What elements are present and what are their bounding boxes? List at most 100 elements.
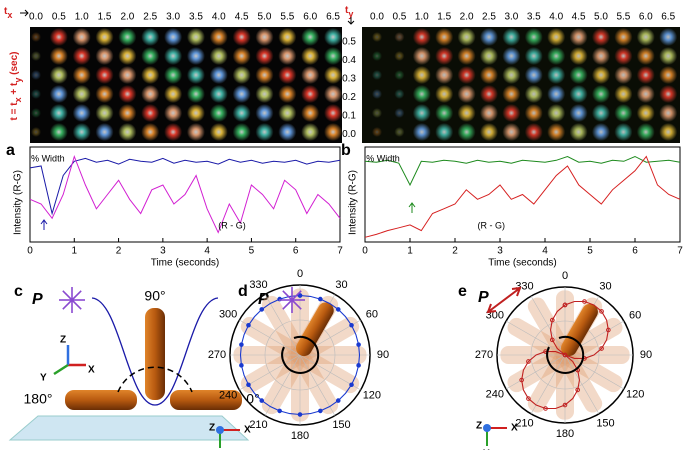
blob xyxy=(72,47,91,65)
polar-spoke xyxy=(299,354,336,416)
series-label: (R - G) xyxy=(478,220,506,230)
blob xyxy=(372,51,382,61)
blob xyxy=(524,28,543,46)
blob xyxy=(278,85,297,103)
pol-arrow xyxy=(71,290,82,301)
polar-point xyxy=(239,342,244,347)
series-line xyxy=(29,154,341,234)
blob xyxy=(372,127,382,137)
blob xyxy=(186,85,205,103)
rod xyxy=(145,308,165,400)
plot-frame xyxy=(29,146,341,243)
x-tick-label: 6 xyxy=(293,246,299,257)
blob xyxy=(412,85,431,103)
y-tick-label: 0.2 xyxy=(342,92,356,103)
polar-point xyxy=(349,322,354,328)
blob xyxy=(164,85,183,103)
blob xyxy=(324,123,343,141)
blob xyxy=(49,47,68,65)
blob xyxy=(457,28,476,46)
angle-label: 210 xyxy=(515,417,533,429)
plot-frame xyxy=(364,146,681,243)
x-tick-label: 0 xyxy=(27,246,33,257)
blob xyxy=(592,47,610,65)
angle-label: 0 xyxy=(297,268,303,280)
blob xyxy=(232,123,251,141)
blob xyxy=(255,123,274,141)
blob xyxy=(636,47,655,65)
x-tick-label: 1.0 xyxy=(415,12,429,23)
blob xyxy=(255,28,274,46)
blob xyxy=(278,47,297,65)
arc xyxy=(117,366,193,393)
blob xyxy=(141,66,160,84)
angle-label: 240 xyxy=(486,388,504,400)
x-tick-label: 5.5 xyxy=(616,12,630,23)
blob xyxy=(412,28,431,46)
pol-arrow xyxy=(71,299,82,310)
polarization: P xyxy=(258,291,269,308)
blob xyxy=(480,28,498,46)
text-part: y xyxy=(13,78,23,83)
angle: 90° xyxy=(144,288,165,304)
polar-point xyxy=(519,377,524,383)
x-tick-label: 6.0 xyxy=(303,12,317,23)
blob xyxy=(31,127,41,137)
x-tick-label: 3.5 xyxy=(527,12,541,23)
blob xyxy=(209,104,228,122)
x-tick-label: 1 xyxy=(407,246,413,257)
blob xyxy=(435,28,454,46)
blob xyxy=(118,85,137,103)
pol-arrow xyxy=(291,299,302,310)
blob xyxy=(255,66,274,84)
text-part: t xyxy=(345,5,349,16)
blob xyxy=(394,70,405,80)
angle-label: 180 xyxy=(556,428,574,440)
blob xyxy=(659,66,678,84)
blob xyxy=(31,70,41,80)
axis-title: t = tx + ty (sec) xyxy=(9,52,24,121)
x-tick-label: 5 xyxy=(249,246,255,257)
blob xyxy=(569,47,588,65)
x-tick-label: 3.0 xyxy=(166,12,180,23)
blob xyxy=(72,104,91,122)
x-tick-label: 0 xyxy=(362,246,368,257)
axis-label: X xyxy=(88,365,95,376)
angle-label: 270 xyxy=(475,349,493,361)
blob xyxy=(569,123,588,141)
text-part: (sec) xyxy=(9,52,20,78)
rotation-arrow xyxy=(281,335,320,374)
blob xyxy=(502,85,521,103)
angle-label: 270 xyxy=(208,349,226,361)
blob xyxy=(232,28,251,46)
panel-label: a xyxy=(6,142,15,159)
blob xyxy=(435,66,454,84)
series-label: (R - G) xyxy=(218,220,246,230)
blob xyxy=(232,85,251,103)
rod xyxy=(65,390,137,410)
axis-label: Z xyxy=(60,335,66,346)
arrow xyxy=(347,17,355,25)
blob xyxy=(394,51,405,61)
polar-point xyxy=(526,396,531,401)
blob xyxy=(164,47,183,65)
x-tick-label: 1.5 xyxy=(98,12,112,23)
blob xyxy=(278,104,297,122)
blob xyxy=(31,51,41,61)
angle-label: 90 xyxy=(377,349,389,361)
y-tick-label: 0.1 xyxy=(342,111,356,122)
blob xyxy=(569,66,588,84)
polar-point xyxy=(335,307,341,312)
blob xyxy=(301,28,320,46)
polar-point xyxy=(297,293,303,298)
polar-point xyxy=(259,398,265,403)
polar-point xyxy=(562,302,568,308)
blob xyxy=(31,108,41,118)
blob xyxy=(636,123,655,141)
blob xyxy=(547,47,566,65)
blob xyxy=(186,123,205,141)
series-label: % Width xyxy=(366,153,400,163)
y-tick-label: 0.4 xyxy=(342,55,356,66)
image-strips xyxy=(30,27,680,143)
axis-title: ty xyxy=(345,5,353,20)
